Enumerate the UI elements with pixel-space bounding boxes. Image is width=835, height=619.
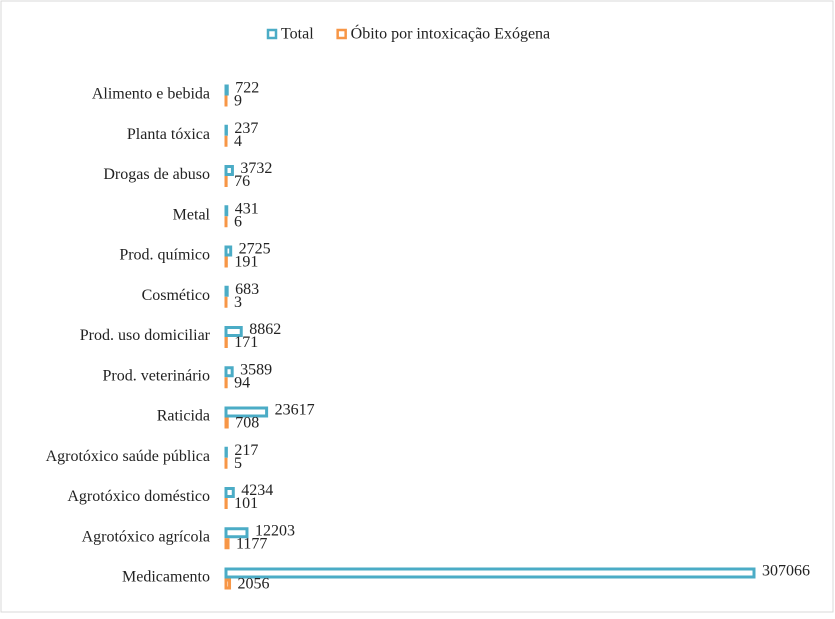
data-label: 708: [235, 415, 259, 432]
legend-label: Total: [281, 26, 314, 43]
data-label: 76: [234, 173, 250, 190]
bar: [226, 419, 227, 427]
y-tick-label: Agrotóxico doméstico: [67, 488, 210, 505]
data-label: 191: [234, 254, 258, 271]
data-label: 171: [234, 334, 258, 351]
y-tick-label: Agrotóxico agrícola: [82, 528, 210, 545]
bar: [226, 540, 228, 548]
data-label: 94: [234, 374, 250, 391]
data-label: 6: [234, 213, 242, 230]
data-label: 4: [234, 133, 242, 150]
y-tick-label: Medicamento: [122, 569, 210, 586]
y-tick-label: Planta tóxica: [127, 126, 210, 143]
y-tick-label: Prod. uso domiciliar: [80, 327, 211, 344]
y-tick-label: Metal: [173, 206, 211, 223]
data-label: 5: [234, 455, 242, 472]
y-tick-label: Agrotóxico saúde pública: [46, 448, 210, 465]
data-label: 2056: [238, 576, 270, 593]
data-label: 9: [234, 93, 242, 110]
y-tick-label: Prod. químico: [119, 247, 210, 264]
y-tick-label: Raticida: [157, 408, 210, 425]
y-tick-label: Alimento e bebida: [92, 86, 210, 103]
data-label: 23617: [275, 402, 315, 419]
bar: [226, 207, 227, 215]
legend-label: Óbito por intoxicação Exógena: [351, 24, 551, 43]
bar: [226, 287, 227, 295]
y-tick-label: Cosmético: [142, 287, 210, 304]
data-label: 307066: [762, 563, 810, 580]
data-label: 1177: [236, 535, 267, 552]
data-label: 3: [234, 294, 242, 311]
bar: [226, 86, 227, 94]
y-tick-label: Drogas de abuso: [103, 166, 210, 183]
y-tick-label: Prod. veterinário: [102, 367, 210, 384]
data-label: 101: [234, 495, 258, 512]
